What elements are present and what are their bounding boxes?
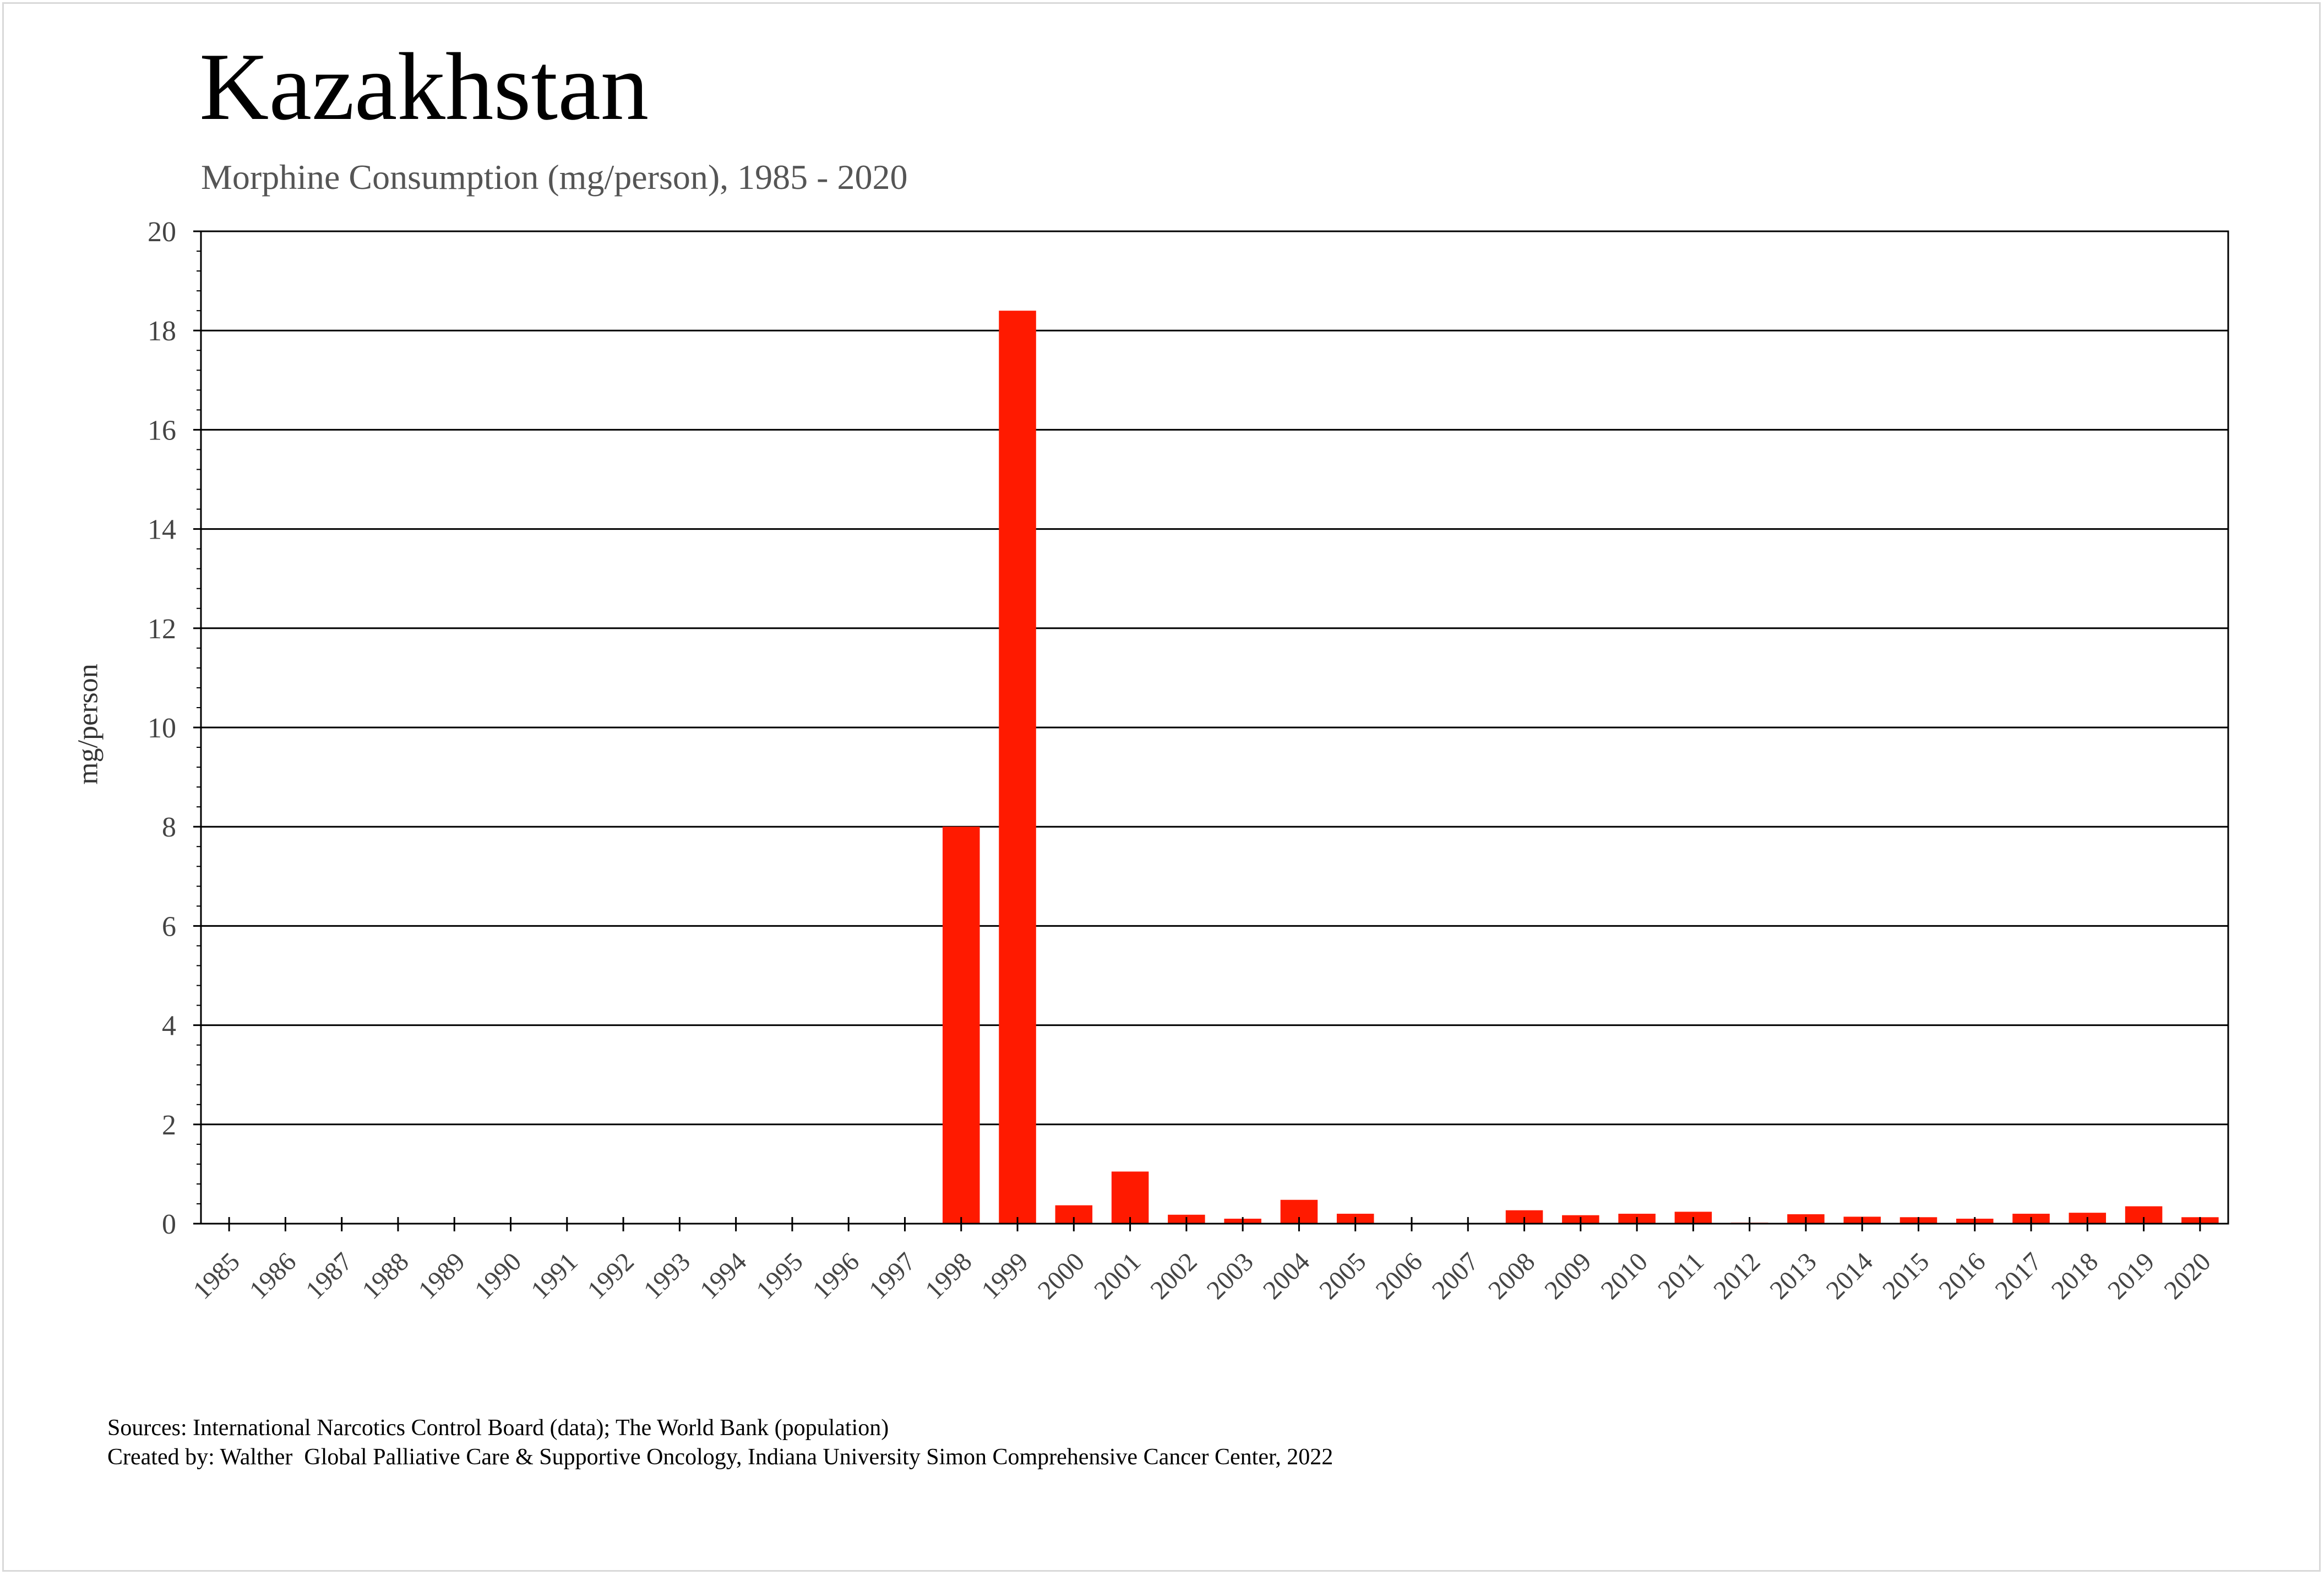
x-tick-label: 1992 [582,1247,640,1305]
x-tick-label: 2000 [1032,1247,1090,1305]
y-tick-label: 10 [148,713,176,744]
x-tick-label: 2002 [1145,1247,1202,1305]
x-tick-label: 2009 [1539,1247,1597,1305]
bar [942,827,980,1224]
x-tick-label: 1997 [863,1247,921,1305]
x-tick-label: 2017 [1989,1247,2047,1305]
y-tick-label: 14 [148,514,176,546]
x-tick-label: 2014 [1821,1247,1879,1305]
x-tick-label: 1991 [525,1247,583,1305]
x-tick-label: 2020 [2158,1247,2216,1305]
x-tick-label: 2013 [1764,1247,1822,1305]
x-tick-label: 2018 [2046,1247,2104,1305]
x-tick-label: 2001 [1088,1247,1146,1305]
y-tick-label: 18 [148,316,176,347]
x-tick-label: 2003 [1201,1247,1259,1305]
x-tick-label: 1988 [356,1247,414,1305]
x-tick-label: 1996 [807,1247,865,1305]
x-tick-label: 2006 [1370,1247,1428,1305]
x-tick-label: 2010 [1596,1247,1653,1305]
y-tick-label: 12 [148,613,176,645]
bar [1111,1171,1149,1224]
y-tick-label: 20 [148,216,176,248]
bar [999,311,1036,1224]
plot-border [200,230,2229,1225]
x-tick-label: 1986 [244,1247,302,1305]
y-tick-label: 6 [162,911,176,942]
x-tick-label: 2019 [2102,1247,2160,1305]
footer-sources: Sources: International Narcotics Control… [107,1415,889,1441]
x-tick-label: 1993 [638,1247,696,1305]
y-tick-label: 16 [148,415,176,446]
x-tick-label: 2015 [1877,1247,1935,1305]
y-tick-label: 0 [162,1209,176,1240]
x-tick-label: 2004 [1258,1247,1315,1305]
y-tick-label: 8 [162,812,176,843]
x-tick-label: 2008 [1483,1247,1541,1305]
x-tick-label: 1989 [413,1247,471,1305]
x-tick-label: 1994 [694,1247,752,1305]
chart-subtitle: Morphine Consumption (mg/person), 1985 -… [201,158,908,197]
x-tick-label: 1990 [469,1247,527,1305]
x-tick-label: 1999 [976,1247,1033,1305]
y-tick-label: 2 [162,1110,176,1141]
footer-created-by: Created by: Walther Global Palliative Ca… [107,1444,1334,1470]
chart-title: Kazakhstan [199,33,649,140]
x-tick-label: 1987 [300,1247,358,1305]
y-tick-label: 4 [162,1011,176,1042]
x-tick-label: 1998 [919,1247,977,1305]
x-tick-label: 2012 [1708,1247,1766,1305]
x-tick-label: 2007 [1427,1247,1484,1305]
x-tick-label: 2011 [1652,1247,1710,1304]
x-tick-label: 2016 [1933,1247,1991,1305]
x-tick-label: 1995 [750,1247,808,1305]
x-tick-label: 1985 [188,1247,246,1305]
x-tick-label: 2005 [1314,1247,1371,1305]
